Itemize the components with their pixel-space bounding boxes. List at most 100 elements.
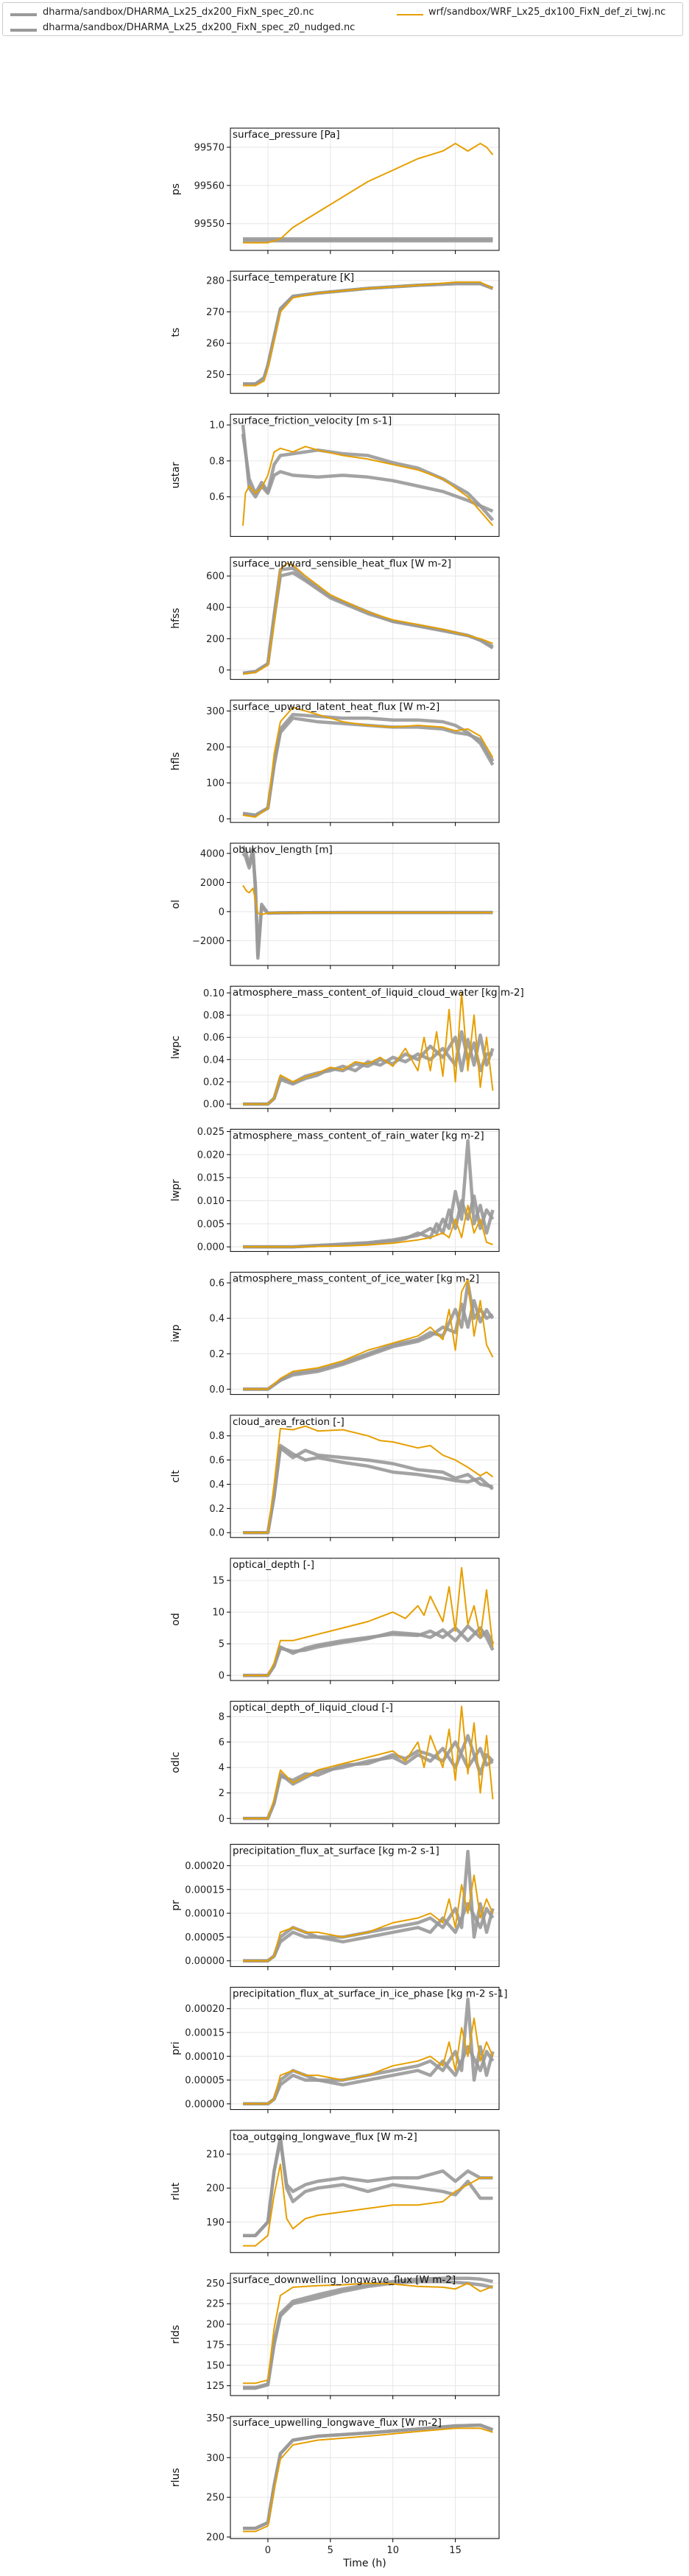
panel-hfss: 0 200 400 600 surface_upward_sensible_heat_f… bbox=[170, 557, 500, 683]
legend-swatch-dharma-z0-nudged bbox=[10, 29, 37, 32]
panel-frame bbox=[230, 413, 500, 537]
series-line-2 bbox=[243, 1425, 494, 1534]
legend-swatch-wrf bbox=[397, 14, 423, 15]
panel-ts: 250 260 270 280 surface_temperature [K] ts bbox=[170, 270, 500, 398]
series-line-1 bbox=[243, 1298, 495, 1391]
series-line-2 bbox=[243, 2163, 493, 2247]
panel-rlut: 190 200 210 toa_outgoing_longwave_flux [W m… bbox=[170, 2130, 500, 2256]
y-tick-label-0: 99550 bbox=[194, 219, 225, 230]
series-line-1 bbox=[243, 1901, 495, 1963]
y-tick-label-3: 0.6 bbox=[209, 1455, 225, 1466]
panel-frame bbox=[230, 700, 500, 823]
y-tick-label-0: 0.00000 bbox=[185, 2099, 225, 2110]
panel-frame bbox=[230, 557, 500, 680]
x-axis-label: Time (h) bbox=[342, 2558, 386, 2569]
panel-title: surface_friction_velocity [m s-1] bbox=[233, 415, 392, 426]
legend-label-wrf: wrf/sandbox/WRF_Lx25_dx100_FixN_def_zi_t… bbox=[428, 7, 666, 18]
y-tick-label-1: 200 bbox=[206, 2183, 225, 2195]
y-tick-label-1: 0.005 bbox=[197, 1219, 225, 1230]
chart-legend: dharma/sandbox/DHARMA_Lx25_dx200_FixN_sp… bbox=[2, 2, 683, 36]
y-tick-label-0: 0.00 bbox=[203, 1099, 225, 1111]
y-tick-label-4: 8 bbox=[219, 1711, 225, 1722]
panel-iwp: 0.0 0.2 0.4 0.6 atmosphere_mass_content_of_i… bbox=[170, 1272, 500, 1398]
y-tick-label-1: 0.2 bbox=[209, 1504, 225, 1515]
series-line-2 bbox=[243, 1706, 494, 1820]
series-line-2 bbox=[242, 706, 494, 818]
y-tick-label-4: 0.020 bbox=[197, 1150, 225, 1161]
y-tick-label-1: 0.2 bbox=[209, 1349, 225, 1360]
y-tick-label-3: 0.015 bbox=[197, 1173, 225, 1184]
series-line-2 bbox=[243, 2017, 494, 2105]
y-tick-label-0: 200 bbox=[206, 2533, 225, 2544]
panel-clt: 0.0 0.2 0.4 0.6 0.8 cloud_area_fraction [-] cl… bbox=[170, 1415, 500, 1541]
panel-frame bbox=[230, 842, 500, 966]
series-line-2 bbox=[243, 2282, 493, 2385]
y-tick-label-1: 0.00005 bbox=[185, 1932, 225, 1943]
panel-title: surface_upward_latent_heat_flux [W m-2] bbox=[233, 701, 439, 713]
y-tick-label-1: 99560 bbox=[194, 180, 225, 191]
panel-frame bbox=[230, 270, 500, 394]
x-tick-label-2: 10 bbox=[386, 2545, 399, 2556]
y-tick-label-3: 350 bbox=[206, 2413, 225, 2424]
y-tick-label-4: 0.00020 bbox=[185, 2004, 225, 2015]
y-tick-label-3: 4000 bbox=[200, 848, 225, 859]
series-line-2 bbox=[243, 281, 493, 387]
y-axis-label: ts bbox=[170, 328, 182, 337]
panel-title: surface_downwelling_longwave_flux [W m-2… bbox=[233, 2274, 456, 2286]
y-tick-label-1: 2 bbox=[219, 1788, 225, 1799]
y-tick-label-3: 0.6 bbox=[209, 1278, 225, 1289]
y-axis-label: pr bbox=[170, 1900, 182, 1911]
y-tick-label-5: 250 bbox=[206, 2278, 225, 2290]
series-line-1 bbox=[243, 2139, 493, 2237]
panel-frame bbox=[230, 1558, 500, 1681]
y-tick-label-3: 0.06 bbox=[203, 1032, 225, 1044]
y-tick-label-2: 400 bbox=[206, 602, 225, 613]
y-tick-label-0: 0.0 bbox=[209, 1528, 225, 1539]
y-tick-label-4: 0.08 bbox=[203, 1010, 225, 1021]
panel-odlc: 0 2 4 6 8 optical_depth_of_liquid_cloud [-] od… bbox=[170, 1700, 500, 1828]
series-line-1 bbox=[243, 2276, 493, 2390]
panel-rlds: 125 150 175 200 225 250 surface_downwelling_lo… bbox=[170, 2273, 500, 2399]
y-axis-label: rlds bbox=[170, 2325, 182, 2344]
panel-ol: −2000 0 2000 4000 obukhov_length [m] ol bbox=[170, 842, 500, 969]
y-tick-label-5: 0.025 bbox=[197, 1127, 225, 1138]
series-line-2 bbox=[243, 992, 494, 1105]
panel-lwpc: 0.00 0.02 0.04 0.06 0.08 0.10 atmosphere_mass_… bbox=[170, 985, 524, 1113]
panel-title: precipitation_flux_at_surface_in_ice_pha… bbox=[233, 1988, 507, 2000]
x-tick-label-1: 5 bbox=[328, 2545, 333, 2556]
panel-title: surface_temperature [K] bbox=[233, 272, 354, 284]
series-line-2 bbox=[243, 142, 494, 244]
y-tick-label-3: 600 bbox=[206, 571, 225, 583]
panel-frame bbox=[230, 1272, 500, 1396]
y-tick-label-2: 2000 bbox=[200, 878, 225, 889]
y-tick-label-0: 125 bbox=[206, 2381, 225, 2392]
series-line-2 bbox=[242, 884, 493, 915]
series-line-1 bbox=[243, 1624, 495, 1678]
y-tick-label-3: 0.00015 bbox=[185, 1885, 225, 1896]
y-tick-label-2: 175 bbox=[206, 2340, 225, 2351]
y-tick-label-0: 0 bbox=[219, 665, 225, 676]
panel-frame bbox=[230, 127, 500, 251]
legend-label-dharma-z0-nudged: dharma/sandbox/DHARMA_Lx25_dx200_FixN_sp… bbox=[43, 22, 356, 33]
y-tick-label-0: 0.000 bbox=[197, 1242, 225, 1253]
panel-frame bbox=[230, 1987, 500, 2111]
y-tick-label-3: 200 bbox=[206, 2320, 225, 2331]
y-tick-label-1: 150 bbox=[206, 2360, 225, 2371]
panel-ps: 99550 99560 99570 surface_pressure [Pa] ps bbox=[170, 127, 500, 254]
series-line-2 bbox=[243, 1278, 494, 1390]
y-tick-label-1: 0 bbox=[219, 907, 225, 918]
series-line-0 bbox=[243, 1997, 495, 2106]
series-line-2 bbox=[243, 1874, 494, 1962]
panel-title: surface_pressure [Pa] bbox=[233, 129, 340, 141]
y-tick-label-0: 0 bbox=[219, 814, 225, 825]
y-tick-label-2: 1.0 bbox=[209, 420, 225, 432]
panel-frame bbox=[230, 1128, 500, 1252]
panel-title: cloud_area_fraction [-] bbox=[233, 1416, 344, 1428]
panel-frame bbox=[230, 1415, 500, 1538]
panel-lwpr: 0.000 0.005 0.010 0.015 0.020 0.025 atmosphere… bbox=[170, 1127, 500, 1256]
panel-title: obukhov_length [m] bbox=[233, 844, 333, 856]
panel-title: toa_outgoing_longwave_flux [W m-2] bbox=[233, 2131, 417, 2143]
panel-frame bbox=[230, 2415, 500, 2539]
y-axis-label: rlut bbox=[170, 2182, 182, 2200]
